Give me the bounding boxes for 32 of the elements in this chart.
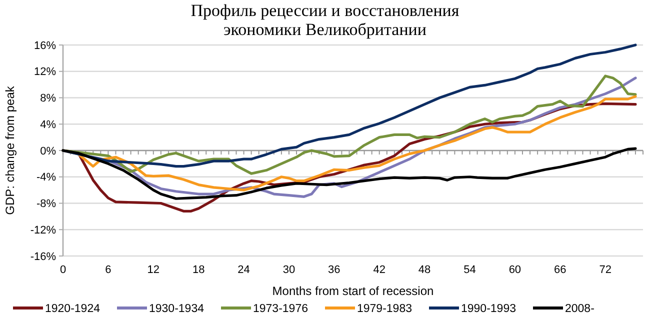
y-tick-label: -16% <box>30 250 56 263</box>
y-tick-label: 16% <box>34 40 56 52</box>
y-tick-label: 8% <box>40 92 56 105</box>
y-tick-label: 0% <box>40 145 56 158</box>
x-axis-title: Months from start of recession <box>272 284 434 298</box>
x-tick-label: 18 <box>192 264 205 276</box>
y-tick-label: -8% <box>36 198 56 210</box>
x-tick-label: 6 <box>105 264 112 276</box>
y-tick-label: -12% <box>30 224 56 236</box>
x-tick-label: 72 <box>599 264 612 276</box>
legend-label: 2008- <box>565 303 595 316</box>
x-tick-label: 66 <box>554 264 566 276</box>
legend-label: 1920-1924 <box>45 303 101 316</box>
y-tick-label: 12% <box>34 66 56 78</box>
y-axis-title: GDP: change from peak <box>3 85 17 215</box>
x-tick-label: 30 <box>282 264 296 276</box>
line-series <box>62 147 637 200</box>
legend-label: 1930-1934 <box>149 303 205 316</box>
x-tick-label: 54 <box>464 264 476 276</box>
legend-label: 1990-1993 <box>461 303 516 316</box>
x-tick-label: 24 <box>238 264 250 276</box>
legend-label: 1979-1983 <box>357 303 412 316</box>
x-tick-label: 48 <box>418 264 431 276</box>
y-tick-label: -4% <box>36 172 56 184</box>
x-tick-label: 0 <box>60 264 66 276</box>
x-tick-label: 36 <box>328 264 340 276</box>
x-tick-label: 60 <box>508 264 522 276</box>
x-tick-label: 12 <box>147 264 160 276</box>
x-tick-label: 42 <box>373 264 386 276</box>
legend-label: 1973-1976 <box>253 303 308 316</box>
y-tick-label: 4% <box>40 118 56 131</box>
chart-title: Профиль рецессии и восстановления экономики Великобритании <box>190 1 460 39</box>
